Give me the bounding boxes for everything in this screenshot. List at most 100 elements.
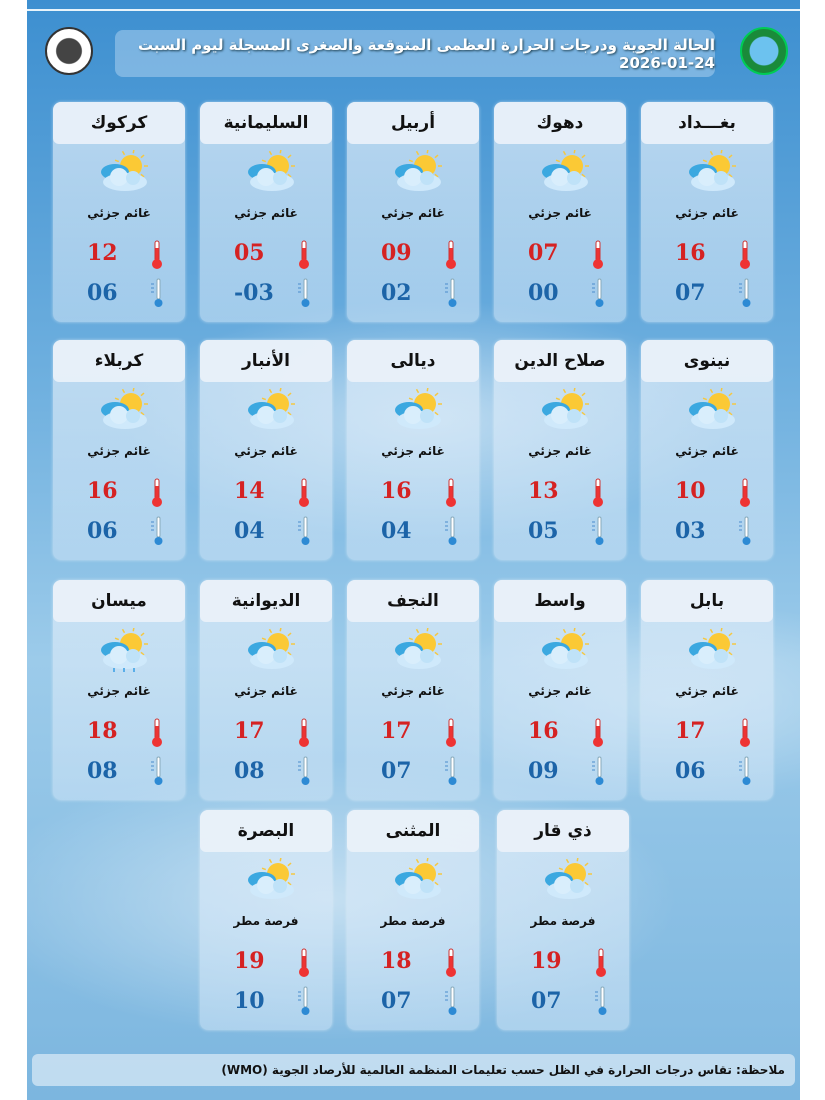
city-card: المثنى فرصة مطر 18 07	[347, 810, 479, 1030]
min-temperature: 06	[87, 280, 118, 306]
max-temperature: 07	[528, 240, 559, 266]
thermometer-hot-icon	[739, 478, 751, 508]
min-temperature: 08	[87, 758, 118, 784]
max-temperature: 13	[528, 478, 559, 504]
city-name: بابل	[641, 580, 773, 622]
thermometer-hot-icon	[445, 948, 457, 978]
weather-condition: غائم جزئي	[87, 206, 151, 220]
max-temperature: 17	[675, 718, 706, 744]
weather-condition: غائم جزئي	[675, 684, 739, 698]
city-card: دهوك غائم جزئي 07 00	[494, 102, 626, 322]
thermometer-hot-icon	[592, 718, 604, 748]
max-temperature: 14	[234, 478, 265, 504]
max-temperature: 18	[87, 718, 118, 744]
thermometer-cold-icon	[739, 756, 751, 786]
weather-condition: غائم جزئي	[87, 684, 151, 698]
min-temperature: 07	[531, 988, 562, 1014]
min-temperature: 02	[381, 280, 412, 306]
max-temperature: 17	[381, 718, 412, 744]
min-temperature: 07	[675, 280, 706, 306]
thermometer-hot-icon	[445, 478, 457, 508]
max-temperature: 16	[675, 240, 706, 266]
city-name: الأنبار	[200, 340, 332, 382]
max-temperature: 05	[234, 240, 265, 266]
partly-cloudy-rain-icon	[95, 627, 151, 672]
max-temperature: 18	[381, 948, 412, 974]
weather-condition: غائم جزئي	[528, 206, 592, 220]
partly-cloudy-icon	[242, 627, 298, 672]
weather-condition: فرصة مطر	[380, 914, 446, 928]
max-temperature: 10	[675, 478, 706, 504]
weather-condition: غائم جزئي	[381, 206, 445, 220]
min-temperature: -03	[234, 280, 274, 306]
weather-condition: غائم جزئي	[234, 684, 298, 698]
city-card: كركوك غائم جزئي 12 06	[53, 102, 185, 322]
min-temperature: 05	[528, 518, 559, 544]
partly-cloudy-icon	[536, 149, 592, 194]
thermometer-cold-icon	[298, 516, 310, 546]
weather-condition: غائم جزئي	[381, 684, 445, 698]
thermometer-hot-icon	[445, 718, 457, 748]
city-name: الديوانية	[200, 580, 332, 622]
min-temperature: 03	[675, 518, 706, 544]
min-temperature: 09	[528, 758, 559, 784]
partly-cloudy-icon	[389, 857, 445, 902]
partly-cloudy-icon	[683, 149, 739, 194]
weather-condition: غائم جزئي	[675, 206, 739, 220]
divider	[27, 9, 800, 11]
city-card: ديالى غائم جزئي 16 04	[347, 340, 479, 560]
partly-cloudy-icon	[389, 149, 445, 194]
weather-condition: غائم جزئي	[87, 444, 151, 458]
min-temperature: 00	[528, 280, 559, 306]
city-name: السليمانية	[200, 102, 332, 144]
thermometer-hot-icon	[445, 240, 457, 270]
max-temperature: 19	[531, 948, 562, 974]
partly-cloudy-icon	[242, 149, 298, 194]
thermometer-cold-icon	[739, 516, 751, 546]
city-card: النجف غائم جزئي 17 07	[347, 580, 479, 800]
weather-condition: غائم جزئي	[234, 206, 298, 220]
thermometer-hot-icon	[298, 718, 310, 748]
meteorology-organization-logo	[740, 27, 788, 75]
max-temperature: 19	[234, 948, 265, 974]
min-temperature: 07	[381, 988, 412, 1014]
city-name: نينوى	[641, 340, 773, 382]
city-card: صلاح الدين غائم جزئي 13 05	[494, 340, 626, 560]
max-temperature: 09	[381, 240, 412, 266]
city-card: السليمانية غائم جزئي 05 -03	[200, 102, 332, 322]
thermometer-hot-icon	[151, 718, 163, 748]
thermometer-cold-icon	[592, 516, 604, 546]
partly-cloudy-icon	[389, 387, 445, 432]
city-name: كركوك	[53, 102, 185, 144]
thermometer-cold-icon	[298, 986, 310, 1016]
city-name: واسط	[494, 580, 626, 622]
page-title: الحالة الجوية ودرجات الحرارة العظمى المت…	[138, 35, 715, 72]
partly-cloudy-icon	[95, 387, 151, 432]
thermometer-cold-icon	[592, 756, 604, 786]
thermometer-cold-icon	[151, 278, 163, 308]
partly-cloudy-icon	[536, 627, 592, 672]
city-name: كربلاء	[53, 340, 185, 382]
city-card: الأنبار غائم جزئي 14 04	[200, 340, 332, 560]
weather-condition: غائم جزئي	[528, 444, 592, 458]
weather-condition: فرصة مطر	[233, 914, 299, 928]
thermometer-hot-icon	[151, 478, 163, 508]
thermometer-hot-icon	[592, 240, 604, 270]
thermometer-hot-icon	[298, 948, 310, 978]
min-temperature: 04	[381, 518, 412, 544]
thermometer-cold-icon	[445, 516, 457, 546]
max-temperature: 16	[528, 718, 559, 744]
city-name: النجف	[347, 580, 479, 622]
city-card: كربلاء غائم جزئي 16 06	[53, 340, 185, 560]
partly-cloudy-icon	[95, 149, 151, 194]
thermometer-cold-icon	[151, 756, 163, 786]
thermometer-cold-icon	[739, 278, 751, 308]
city-name: ديالى	[347, 340, 479, 382]
min-temperature: 08	[234, 758, 265, 784]
min-temperature: 07	[381, 758, 412, 784]
partly-cloudy-icon	[389, 627, 445, 672]
city-card: بغـــداد غائم جزئي 16 07	[641, 102, 773, 322]
thermometer-cold-icon	[298, 278, 310, 308]
thermometer-cold-icon	[151, 516, 163, 546]
city-name: البصرة	[200, 810, 332, 852]
